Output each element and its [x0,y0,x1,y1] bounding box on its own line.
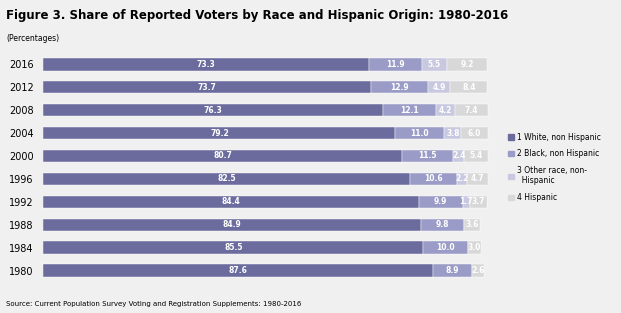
Text: 82.5: 82.5 [217,174,236,183]
Text: 5.5: 5.5 [428,60,441,69]
Bar [467,172,488,185]
Text: 4.9: 4.9 [433,83,446,92]
Bar [464,150,488,162]
Bar [43,58,369,70]
Bar [371,81,428,94]
Text: 11.0: 11.0 [410,129,429,137]
Bar [43,81,371,94]
Text: 3.8: 3.8 [446,129,460,137]
Bar [422,58,446,70]
Bar [419,196,463,208]
Text: 3.7: 3.7 [471,198,485,206]
Text: 9.2: 9.2 [460,60,474,69]
Text: 4.7: 4.7 [471,174,484,183]
Bar [410,172,457,185]
Text: 3.6: 3.6 [466,220,479,229]
Text: 2.2: 2.2 [455,174,469,183]
Text: (Percentages): (Percentages) [6,34,60,44]
Legend: 1 White, non Hispanic, 2 Black, non Hispanic, 3 Other race, non-
  Hispanic, 4 H: 1 White, non Hispanic, 2 Black, non Hisp… [505,130,604,205]
Text: 8.9: 8.9 [446,266,460,275]
Bar [43,127,396,139]
Text: 2.6: 2.6 [471,266,485,275]
Bar [43,172,410,185]
Bar [43,218,421,231]
Text: 11.5: 11.5 [419,151,437,161]
Bar [461,127,488,139]
Bar [453,150,464,162]
Text: 7.4: 7.4 [465,105,478,115]
Bar [424,241,468,254]
Bar [43,150,402,162]
Text: 11.9: 11.9 [386,60,405,69]
Bar [465,218,481,231]
Text: 85.5: 85.5 [224,243,243,252]
Bar [468,241,481,254]
Bar [428,81,450,94]
Text: 80.7: 80.7 [214,151,232,161]
Bar [450,81,487,94]
Bar [369,58,422,70]
Bar [463,196,470,208]
Text: 10.6: 10.6 [424,174,443,183]
Bar [455,104,488,116]
Bar [433,264,473,277]
Bar [437,104,455,116]
Bar [43,241,424,254]
Text: 8.4: 8.4 [462,83,476,92]
Text: 73.7: 73.7 [198,83,217,92]
Bar [445,127,461,139]
Text: 84.9: 84.9 [223,220,242,229]
Text: 9.9: 9.9 [434,198,447,206]
Text: 12.9: 12.9 [391,83,409,92]
Text: Source: Current Population Survey Voting and Registration Supplements: 1980-2016: Source: Current Population Survey Voting… [6,301,302,307]
Text: 5.4: 5.4 [469,151,483,161]
Text: 1.7: 1.7 [460,198,473,206]
Bar [446,58,487,70]
Text: 2.4: 2.4 [452,151,465,161]
Bar [473,264,484,277]
Text: 79.2: 79.2 [210,129,229,137]
Text: Figure 3. Share of Reported Voters by Race and Hispanic Origin: 1980-2016: Figure 3. Share of Reported Voters by Ra… [6,9,509,23]
Text: 12.1: 12.1 [400,105,419,115]
Text: 84.4: 84.4 [222,198,240,206]
Text: 76.3: 76.3 [204,105,222,115]
Bar [43,196,419,208]
Bar [383,104,437,116]
Text: 9.8: 9.8 [436,220,450,229]
Bar [470,196,487,208]
Bar [402,150,453,162]
Bar [457,172,467,185]
Text: 4.2: 4.2 [439,105,452,115]
Bar [43,264,433,277]
Text: 3.0: 3.0 [468,243,481,252]
Text: 6.0: 6.0 [468,129,481,137]
Bar [396,127,445,139]
Bar [421,218,465,231]
Text: 73.3: 73.3 [197,60,215,69]
Text: 10.0: 10.0 [437,243,455,252]
Text: 87.6: 87.6 [229,266,248,275]
Bar [43,104,383,116]
